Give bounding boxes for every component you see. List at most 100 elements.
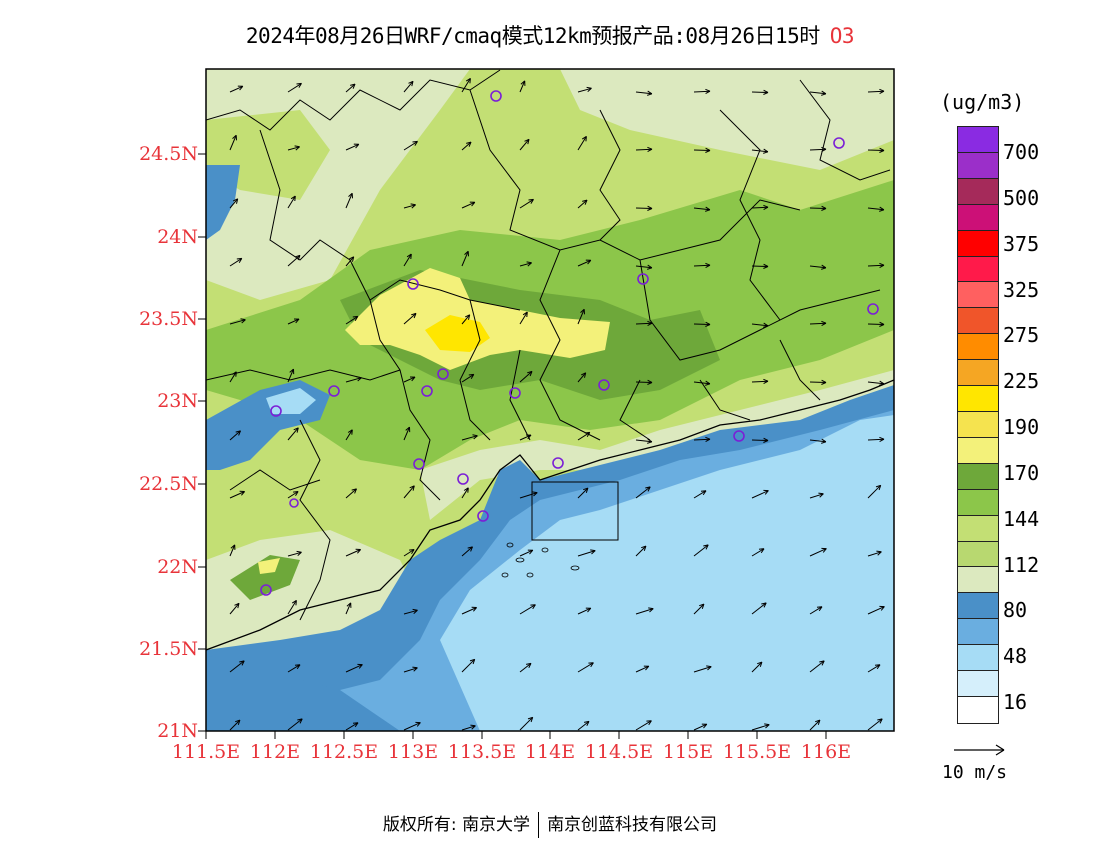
wind-arrow [635, 720, 652, 731]
wind-arrow [577, 136, 587, 151]
wind-arrow [461, 658, 476, 673]
wind-arrow-head [647, 379, 653, 383]
wind-arrow [229, 602, 240, 615]
wind-arrow-head [585, 487, 589, 493]
wind-arrow-head [295, 491, 299, 497]
wind-arrow-head [298, 83, 302, 88]
wind-arrow [867, 381, 884, 385]
wind-arrow [287, 427, 299, 441]
wind-arrow-head [296, 427, 299, 433]
wind-arrow [635, 207, 653, 209]
wind-arrow-head [763, 380, 769, 385]
wind-arrow-head [530, 717, 534, 723]
wind-arrow-head [707, 666, 712, 671]
wind-arrow [461, 607, 477, 615]
wind-arrow [461, 78, 471, 93]
wind-arrow [345, 377, 362, 383]
wind-arrow-head [757, 661, 763, 665]
wind-arrow-head [527, 716, 533, 720]
wind-arrow-head [235, 719, 241, 723]
wind-arrow-head [232, 198, 238, 202]
wind-arrow-head [468, 314, 471, 320]
wind-arrow [809, 265, 826, 269]
wind-arrow-head [357, 549, 361, 554]
wind-arrow [693, 90, 711, 93]
wind-vector-field [229, 77, 885, 731]
wind-arrow-head [530, 199, 534, 204]
wind-arrow-head [470, 374, 475, 379]
lat-label: 24N [157, 226, 198, 248]
wind-arrow-head [763, 89, 769, 93]
wind-arrow-head [760, 548, 765, 554]
lat-label: 22.5N [139, 473, 198, 495]
admin-boundaries [206, 69, 891, 621]
wind-arrow-head [590, 549, 596, 552]
wind-arrow-head [358, 664, 363, 669]
wind-arrow [461, 487, 469, 499]
wind-arrow [693, 381, 710, 385]
wind-arrow-head [297, 551, 302, 556]
station-marker [407, 278, 419, 290]
lon-label: 112E [249, 741, 301, 763]
wind-arrow [229, 660, 245, 673]
wind-arrow [345, 83, 356, 93]
wind-arrow-head [879, 206, 885, 211]
ozone-sw-patch [230, 555, 300, 600]
wind-arrow [577, 199, 588, 209]
lon-label: 112.5E [309, 741, 379, 763]
wind-arrow-head [759, 661, 763, 667]
wind-arrow [403, 426, 410, 441]
wind-arrow-head [821, 441, 827, 444]
wind-arrow-head [411, 204, 416, 209]
wind-arrow-head [464, 314, 470, 318]
wind-arrow [403, 140, 418, 151]
wind-arrow-head [879, 438, 885, 443]
wind-arrow [403, 609, 418, 615]
wind-arrow-head [295, 600, 297, 606]
lon-label: 114.5E [584, 741, 654, 763]
wind-arrow-head [348, 192, 353, 197]
wind-arrow [287, 195, 296, 209]
wind-arrow-head [649, 608, 654, 613]
wind-arrow-head [879, 324, 885, 327]
wind-arrow [751, 602, 767, 615]
wind-arrow-head [764, 723, 770, 726]
wind-arrow [577, 259, 592, 267]
wind-arrow [693, 149, 711, 151]
wind-arrow-head [763, 263, 769, 267]
station-marker [413, 458, 425, 470]
wind-arrow [693, 323, 711, 325]
wind-arrow [635, 439, 652, 443]
wind-arrow-head [471, 725, 476, 730]
wind-arrow-head [763, 266, 769, 269]
color-bar-segment [958, 204, 998, 231]
wind-arrow-head [529, 371, 533, 377]
wind-arrow-head [584, 431, 590, 434]
wind-arrow [751, 490, 769, 499]
wind-arrow-head [647, 267, 653, 270]
station-marker [477, 510, 489, 522]
wind-arrow-head [643, 545, 647, 551]
wind-arrow-head [647, 441, 653, 444]
wind-arrow [345, 488, 357, 499]
wind-arrow-head [583, 487, 589, 491]
wind-arrow [519, 663, 532, 673]
lat-label: 23N [157, 390, 198, 412]
wind-arrow-head [705, 324, 711, 327]
wind-arrow-head [815, 719, 821, 723]
wind-arrow-head [705, 438, 711, 443]
legend-label: 325 [1003, 278, 1040, 302]
wind-arrow [635, 545, 647, 557]
hong-kong-boundary-box [531, 481, 619, 541]
wind-arrow-head [821, 146, 827, 150]
wind-arrow [867, 149, 885, 151]
lon-label: 115.5E [722, 741, 792, 763]
wind-arrow [751, 724, 770, 731]
wind-arrow-head [354, 722, 359, 728]
wind-arrow [287, 664, 301, 673]
wind-arrow-head [705, 380, 711, 385]
wind-arrow [809, 439, 826, 443]
wind-arrow [403, 313, 417, 325]
wind-arrow-head [410, 254, 412, 260]
wind-arrow [867, 606, 885, 615]
